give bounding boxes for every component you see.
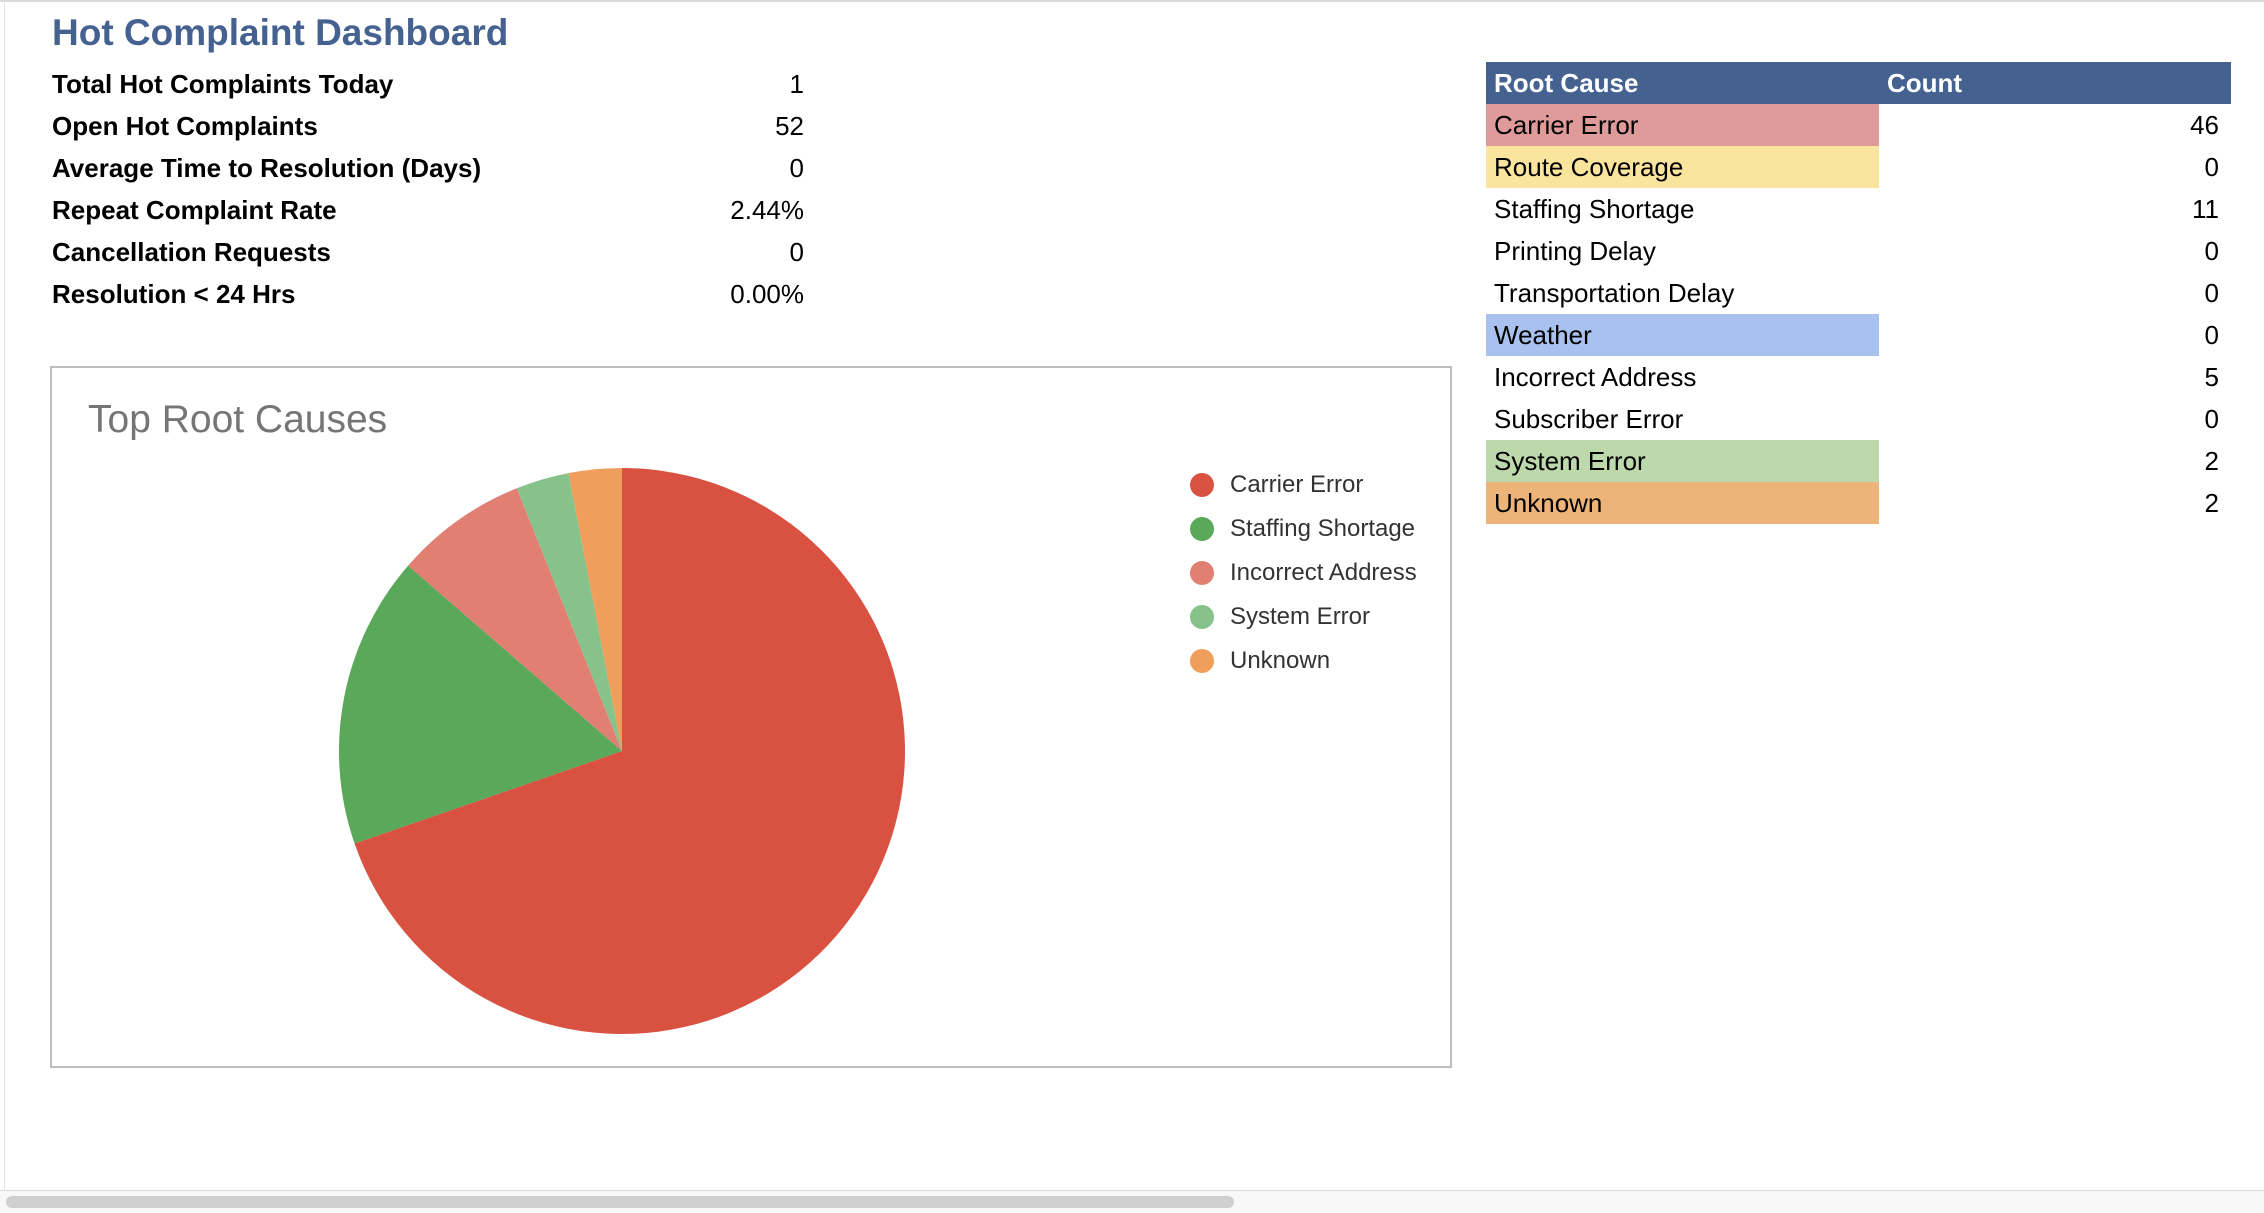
metric-value: 0 (789, 152, 804, 183)
root-cause-count: 2 (2204, 487, 2219, 518)
legend-label: Unknown (1230, 647, 1331, 674)
metric-label: Resolution < 24 Hrs (52, 278, 296, 309)
root-cause-row: Weather 0 (1486, 314, 2231, 356)
legend-label: Staffing Shortage (1230, 515, 1416, 542)
root-cause-name: Subscriber Error (1494, 403, 1684, 434)
pie-chart (338, 468, 905, 1034)
root-cause-name: Carrier Error (1486, 104, 1879, 146)
horizontal-scrollbar-thumb[interactable] (6, 1196, 1234, 1208)
root-cause-table-header: Root Cause Count (1486, 62, 2231, 104)
metric-label: Total Hot Complaints Today (52, 68, 394, 99)
root-cause-name: Staffing Shortage (1494, 193, 1695, 224)
pie-slice-carrier-error[interactable] (354, 468, 905, 1034)
legend-item[interactable]: Staffing Shortage (1190, 507, 1417, 551)
metric-label: Cancellation Requests (52, 236, 331, 267)
header-root-cause: Root Cause (1486, 62, 1879, 104)
metric-label: Repeat Complaint Rate (52, 194, 337, 225)
root-cause-row: System Error 2 (1486, 440, 2231, 482)
metrics-panel: Total Hot Complaints Today 1 Open Hot Comp… (52, 63, 804, 315)
metric-row: Cancellation Requests 0 (52, 231, 804, 273)
root-cause-name: Transportation Delay (1494, 277, 1735, 308)
legend-label: Carrier Error (1230, 471, 1364, 498)
metric-value: 1 (789, 68, 804, 99)
dashboard-title: Hot Complaint Dashboard (52, 12, 509, 53)
root-cause-table-body: Carrier Error 46 Route Coverage 0 Staffing S… (1486, 104, 2231, 524)
root-cause-count: 0 (2204, 277, 2219, 308)
chart-title: Top Root Causes (88, 398, 388, 441)
legend-label: System Error (1230, 603, 1371, 630)
legend-item[interactable]: Unknown (1190, 639, 1417, 683)
chart-legend: Carrier Error Staffing Shortage Incorrect … (1190, 463, 1417, 683)
legend-item[interactable]: System Error (1190, 595, 1417, 639)
legend-swatch (1190, 605, 1214, 629)
pie-slice-staffing-shortage[interactable] (338, 565, 622, 844)
metric-row: Resolution < 24 Hrs 0.00% (52, 273, 804, 315)
metric-value: 52 (775, 110, 804, 141)
pie-slice-unknown[interactable] (568, 468, 622, 751)
legend-item[interactable]: Carrier Error (1190, 463, 1417, 507)
metric-row: Repeat Complaint Rate 2.44% (52, 189, 804, 231)
root-cause-name: System Error (1486, 440, 1879, 482)
metric-value: 0.00% (730, 278, 804, 309)
metric-row: Open Hot Complaints 52 (52, 105, 804, 147)
metric-row: Total Hot Complaints Today 1 (52, 63, 804, 105)
legend-item[interactable]: Incorrect Address (1190, 551, 1417, 595)
root-cause-count: 11 (2192, 193, 2219, 224)
metric-value: 2.44% (730, 194, 804, 225)
root-cause-count: 46 (2190, 109, 2219, 140)
root-cause-row: Carrier Error 46 (1486, 104, 2231, 146)
metric-label: Average Time to Resolution (Days) (52, 152, 482, 183)
pie-slice-incorrect-address[interactable] (408, 488, 622, 751)
sheet-top-border (0, 0, 2264, 2)
legend-swatch (1190, 473, 1214, 497)
metric-value: 0 (789, 236, 804, 267)
root-cause-row: Subscriber Error 0 (1486, 398, 2231, 440)
root-cause-count: 0 (2204, 319, 2219, 350)
sheet-left-gridline (0, 0, 5, 1190)
root-cause-row: Staffing Shortage 11 (1486, 188, 2231, 230)
root-causes-chart[interactable]: Top Root Causes Carrier Error Staffing Sh… (50, 366, 1452, 1068)
root-cause-name: Route Coverage (1486, 146, 1879, 188)
root-cause-count: 0 (2204, 151, 2219, 182)
root-cause-name: Printing Delay (1494, 235, 1656, 266)
metric-row: Average Time to Resolution (Days) 0 (52, 147, 804, 189)
root-cause-row: Printing Delay 0 (1486, 230, 2231, 272)
legend-swatch (1190, 649, 1214, 673)
root-cause-name: Incorrect Address (1494, 361, 1697, 392)
root-cause-row: Incorrect Address 5 (1486, 356, 2231, 398)
header-count: Count (1879, 62, 2231, 104)
root-cause-row: Transportation Delay 0 (1486, 272, 2231, 314)
horizontal-scrollbar[interactable] (0, 1190, 2264, 1213)
root-cause-count: 2 (2204, 445, 2219, 476)
metric-label: Open Hot Complaints (52, 110, 318, 141)
root-cause-count: 0 (2204, 235, 2219, 266)
root-cause-table: Root Cause Count Carrier Error 46 Route Co… (1486, 62, 2231, 524)
root-cause-name: Weather (1486, 314, 1879, 356)
root-cause-row: Unknown 2 (1486, 482, 2231, 524)
root-cause-row: Route Coverage 0 (1486, 146, 2231, 188)
legend-label: Incorrect Address (1230, 559, 1417, 586)
legend-swatch (1190, 561, 1214, 585)
legend-swatch (1190, 517, 1214, 541)
root-cause-name: Unknown (1486, 482, 1879, 524)
root-cause-count: 5 (2204, 361, 2219, 392)
pie-slice-system-error[interactable] (516, 473, 622, 751)
root-cause-count: 0 (2204, 403, 2219, 434)
